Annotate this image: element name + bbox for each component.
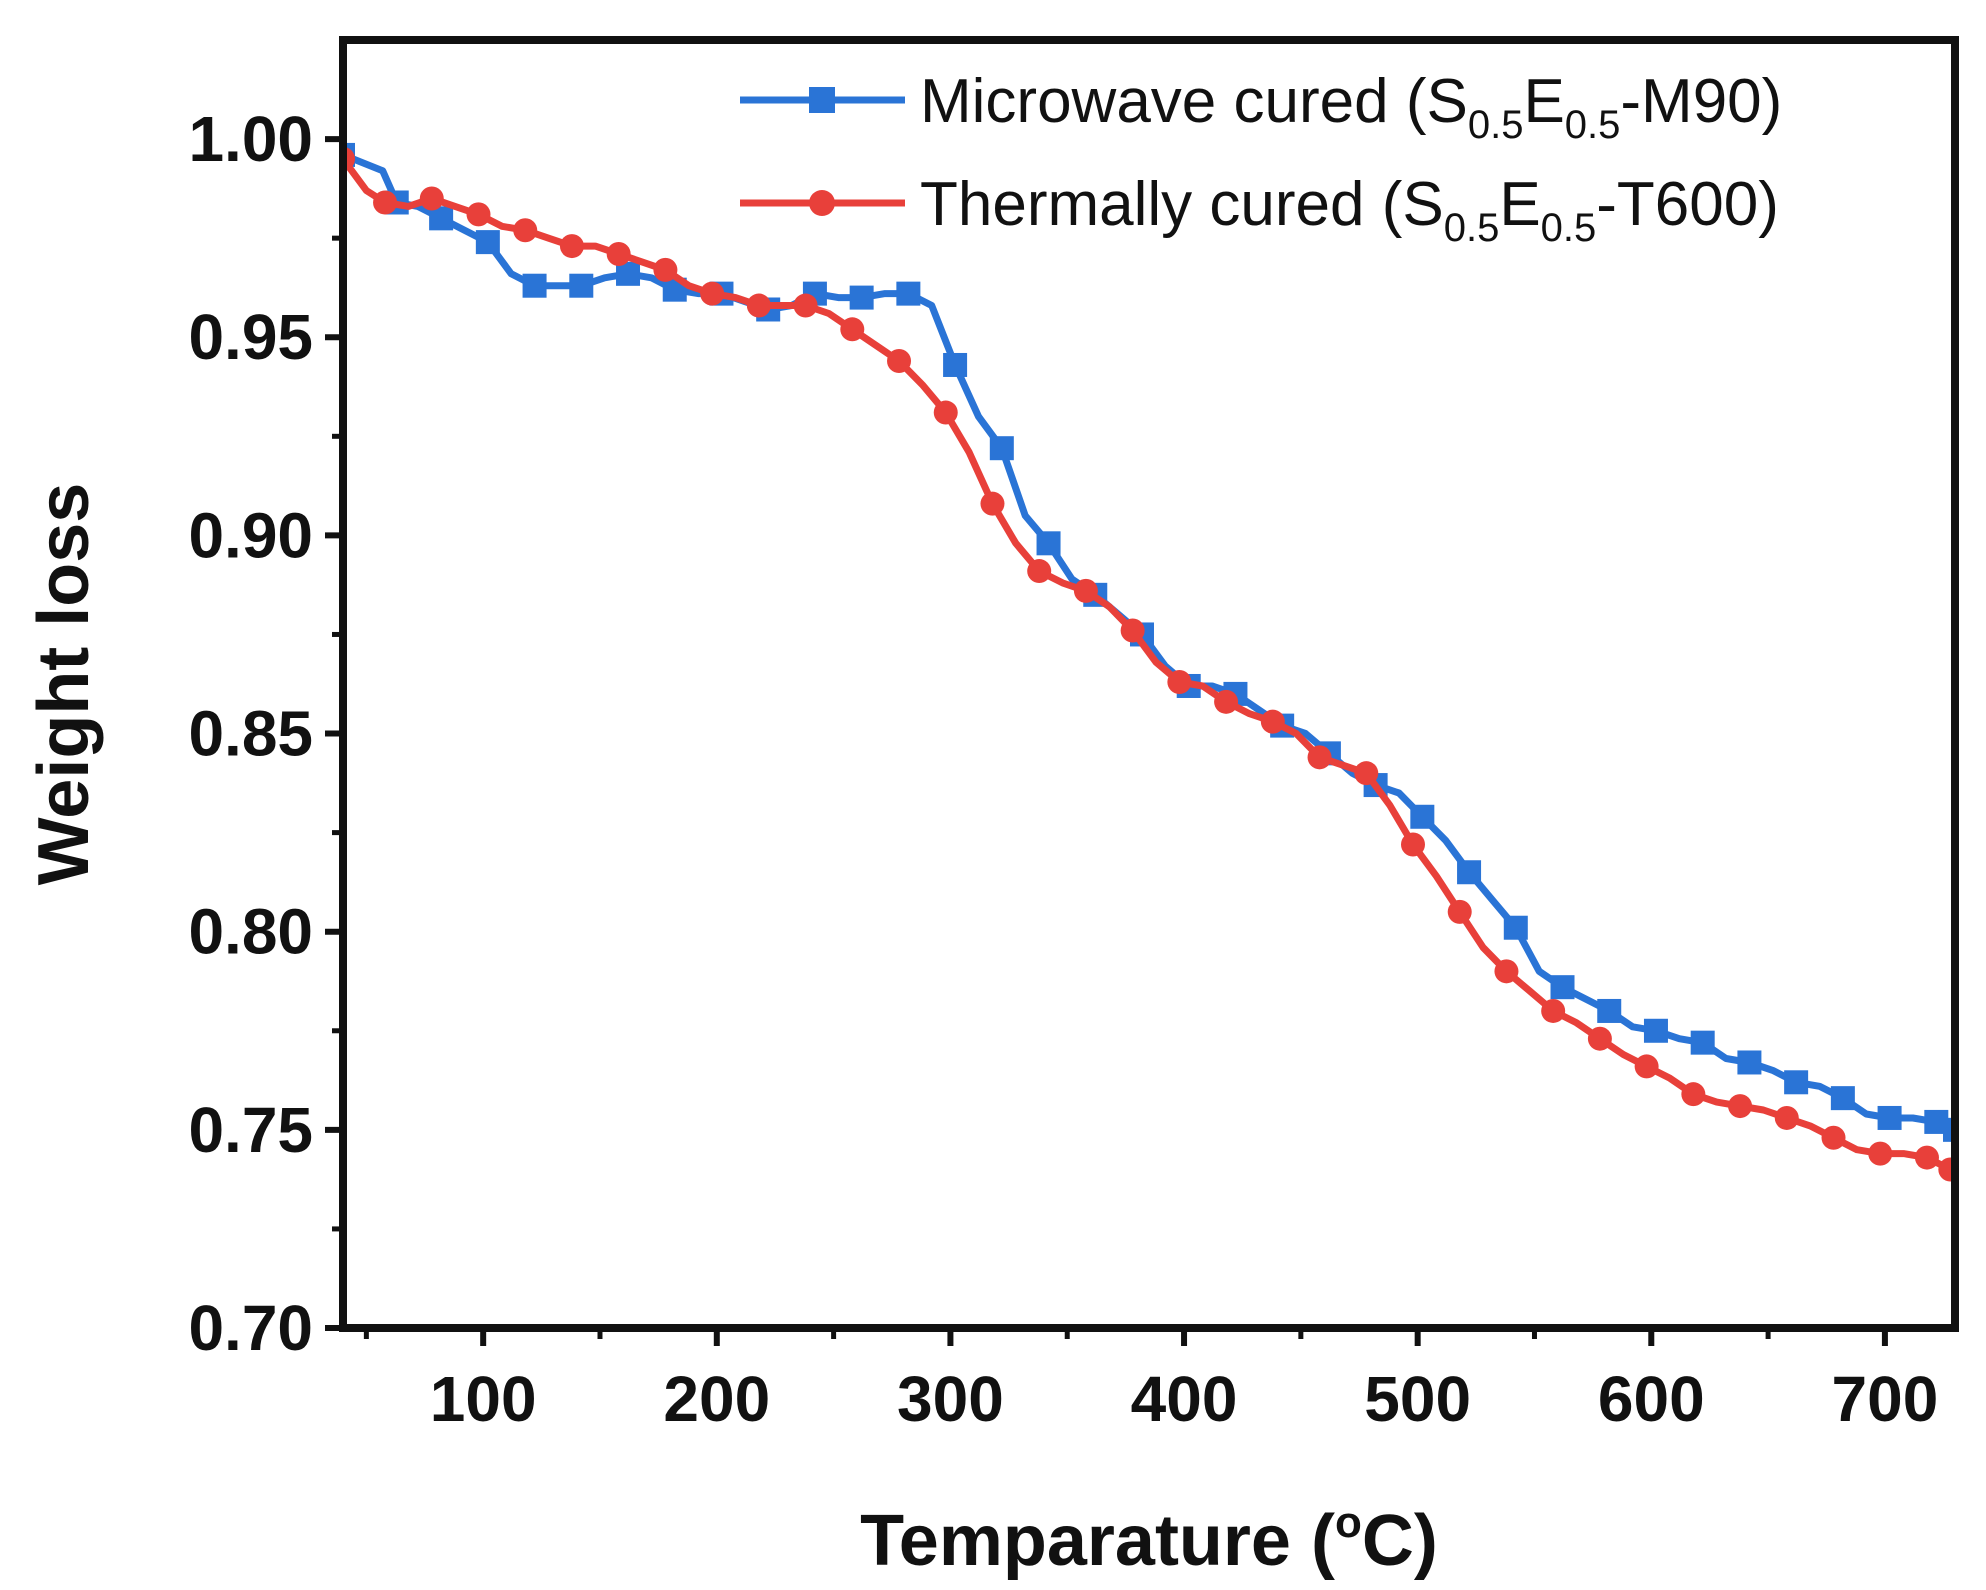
series-thermally-cured — [343, 146, 1955, 1182]
data-point-circle — [1914, 1145, 1939, 1170]
y-axis: 0.70 0.75 0.80 0.85 0.90 0.95 1.00 — [188, 103, 343, 1364]
data-point-square — [1550, 975, 1575, 1000]
legend-label: Microwave cured (S0.5E0.5-M90) — [920, 67, 1782, 147]
legend: Microwave cured (S0.5E0.5-M90) Thermally … — [740, 67, 1782, 250]
data-point-square — [1457, 860, 1482, 885]
series-line — [343, 155, 1954, 1173]
x-axis-title-main: Temparature ( — [860, 1501, 1335, 1581]
data-point-square — [989, 436, 1014, 461]
data-point-circle — [746, 293, 771, 318]
data-point-square — [1410, 804, 1435, 829]
data-point-square — [1737, 1050, 1762, 1075]
data-point-circle — [1167, 670, 1192, 695]
data-point-circle — [1307, 745, 1332, 770]
data-point-square — [569, 273, 594, 298]
data-point-circle — [1587, 1026, 1612, 1051]
data-point-square — [1830, 1086, 1855, 1111]
x-tick-label: 200 — [663, 1363, 770, 1435]
y-axis-title: Weight loss — [24, 483, 104, 886]
data-point-circle — [1447, 899, 1472, 924]
data-point-square — [1877, 1105, 1902, 1130]
x-axis-title-unit: C) — [1362, 1501, 1438, 1581]
data-point-circle — [1634, 1054, 1659, 1079]
data-point-square — [849, 285, 874, 310]
data-point-square — [1036, 531, 1061, 556]
data-point-circle — [1214, 689, 1239, 714]
x-axis-title: Temparature (oC) — [860, 1498, 1438, 1581]
x-tick-label: 400 — [1131, 1363, 1238, 1435]
data-point-circle — [1774, 1105, 1799, 1130]
data-point-circle — [419, 186, 444, 211]
data-point-square — [896, 281, 921, 306]
x-tick-label: 600 — [1598, 1363, 1705, 1435]
data-point-circle — [1728, 1094, 1753, 1119]
data-point-circle — [653, 257, 678, 282]
x-axis-title-degree: o — [1335, 1498, 1362, 1547]
data-point-circle — [1073, 578, 1098, 603]
data-point-circle — [809, 190, 835, 216]
data-point-circle — [887, 349, 912, 374]
y-tick-label: 0.90 — [188, 499, 313, 571]
data-point-square — [1597, 998, 1622, 1023]
data-point-circle — [1821, 1125, 1846, 1150]
data-point-square — [1690, 1030, 1715, 1055]
series-layer — [343, 142, 1955, 1182]
data-point-square — [809, 87, 835, 113]
data-point-square — [1503, 915, 1528, 940]
series-microwave-cured — [343, 142, 1955, 1142]
data-point-circle — [466, 202, 491, 227]
data-point-circle — [1120, 618, 1145, 643]
data-point-circle — [606, 242, 631, 267]
data-point-circle — [1541, 998, 1566, 1023]
data-point-square — [1643, 1018, 1668, 1043]
data-point-square — [522, 273, 547, 298]
data-point-square — [1784, 1070, 1809, 1095]
data-point-circle — [1938, 1157, 1955, 1182]
x-axis: 100 200 300 400 500 600 700 — [363, 1328, 1939, 1435]
x-tick-label: 700 — [1832, 1363, 1939, 1435]
y-tick-label: 0.75 — [188, 1094, 313, 1166]
x-tick-label: 500 — [1364, 1363, 1471, 1435]
data-point-circle — [1494, 959, 1519, 984]
y-tick-label: 0.70 — [188, 1292, 313, 1364]
legend-label: Thermally cured (S0.5E0.5-T600) — [920, 170, 1779, 250]
data-point-circle — [933, 400, 958, 425]
y-tick-label: 1.00 — [188, 103, 313, 175]
data-point-circle — [1400, 832, 1425, 857]
data-point-circle — [980, 491, 1005, 516]
y-tick-label: 0.80 — [188, 896, 313, 968]
x-tick-label: 300 — [897, 1363, 1004, 1435]
data-point-circle — [1260, 709, 1285, 734]
plot-frame — [339, 36, 1959, 1332]
y-tick-label: 0.85 — [188, 698, 313, 770]
data-point-circle — [1027, 559, 1052, 584]
data-point-circle — [373, 190, 398, 215]
data-point-square — [475, 230, 500, 255]
data-point-circle — [793, 293, 818, 318]
data-point-circle — [840, 317, 865, 342]
data-point-circle — [700, 281, 725, 306]
data-point-circle — [559, 234, 584, 259]
data-point-circle — [513, 218, 538, 243]
data-point-circle — [1354, 761, 1379, 786]
data-point-square — [943, 352, 968, 377]
data-point-circle — [1868, 1141, 1893, 1166]
data-point-circle — [1681, 1082, 1706, 1107]
x-tick-label: 100 — [430, 1363, 537, 1435]
y-tick-label: 0.95 — [188, 301, 313, 373]
